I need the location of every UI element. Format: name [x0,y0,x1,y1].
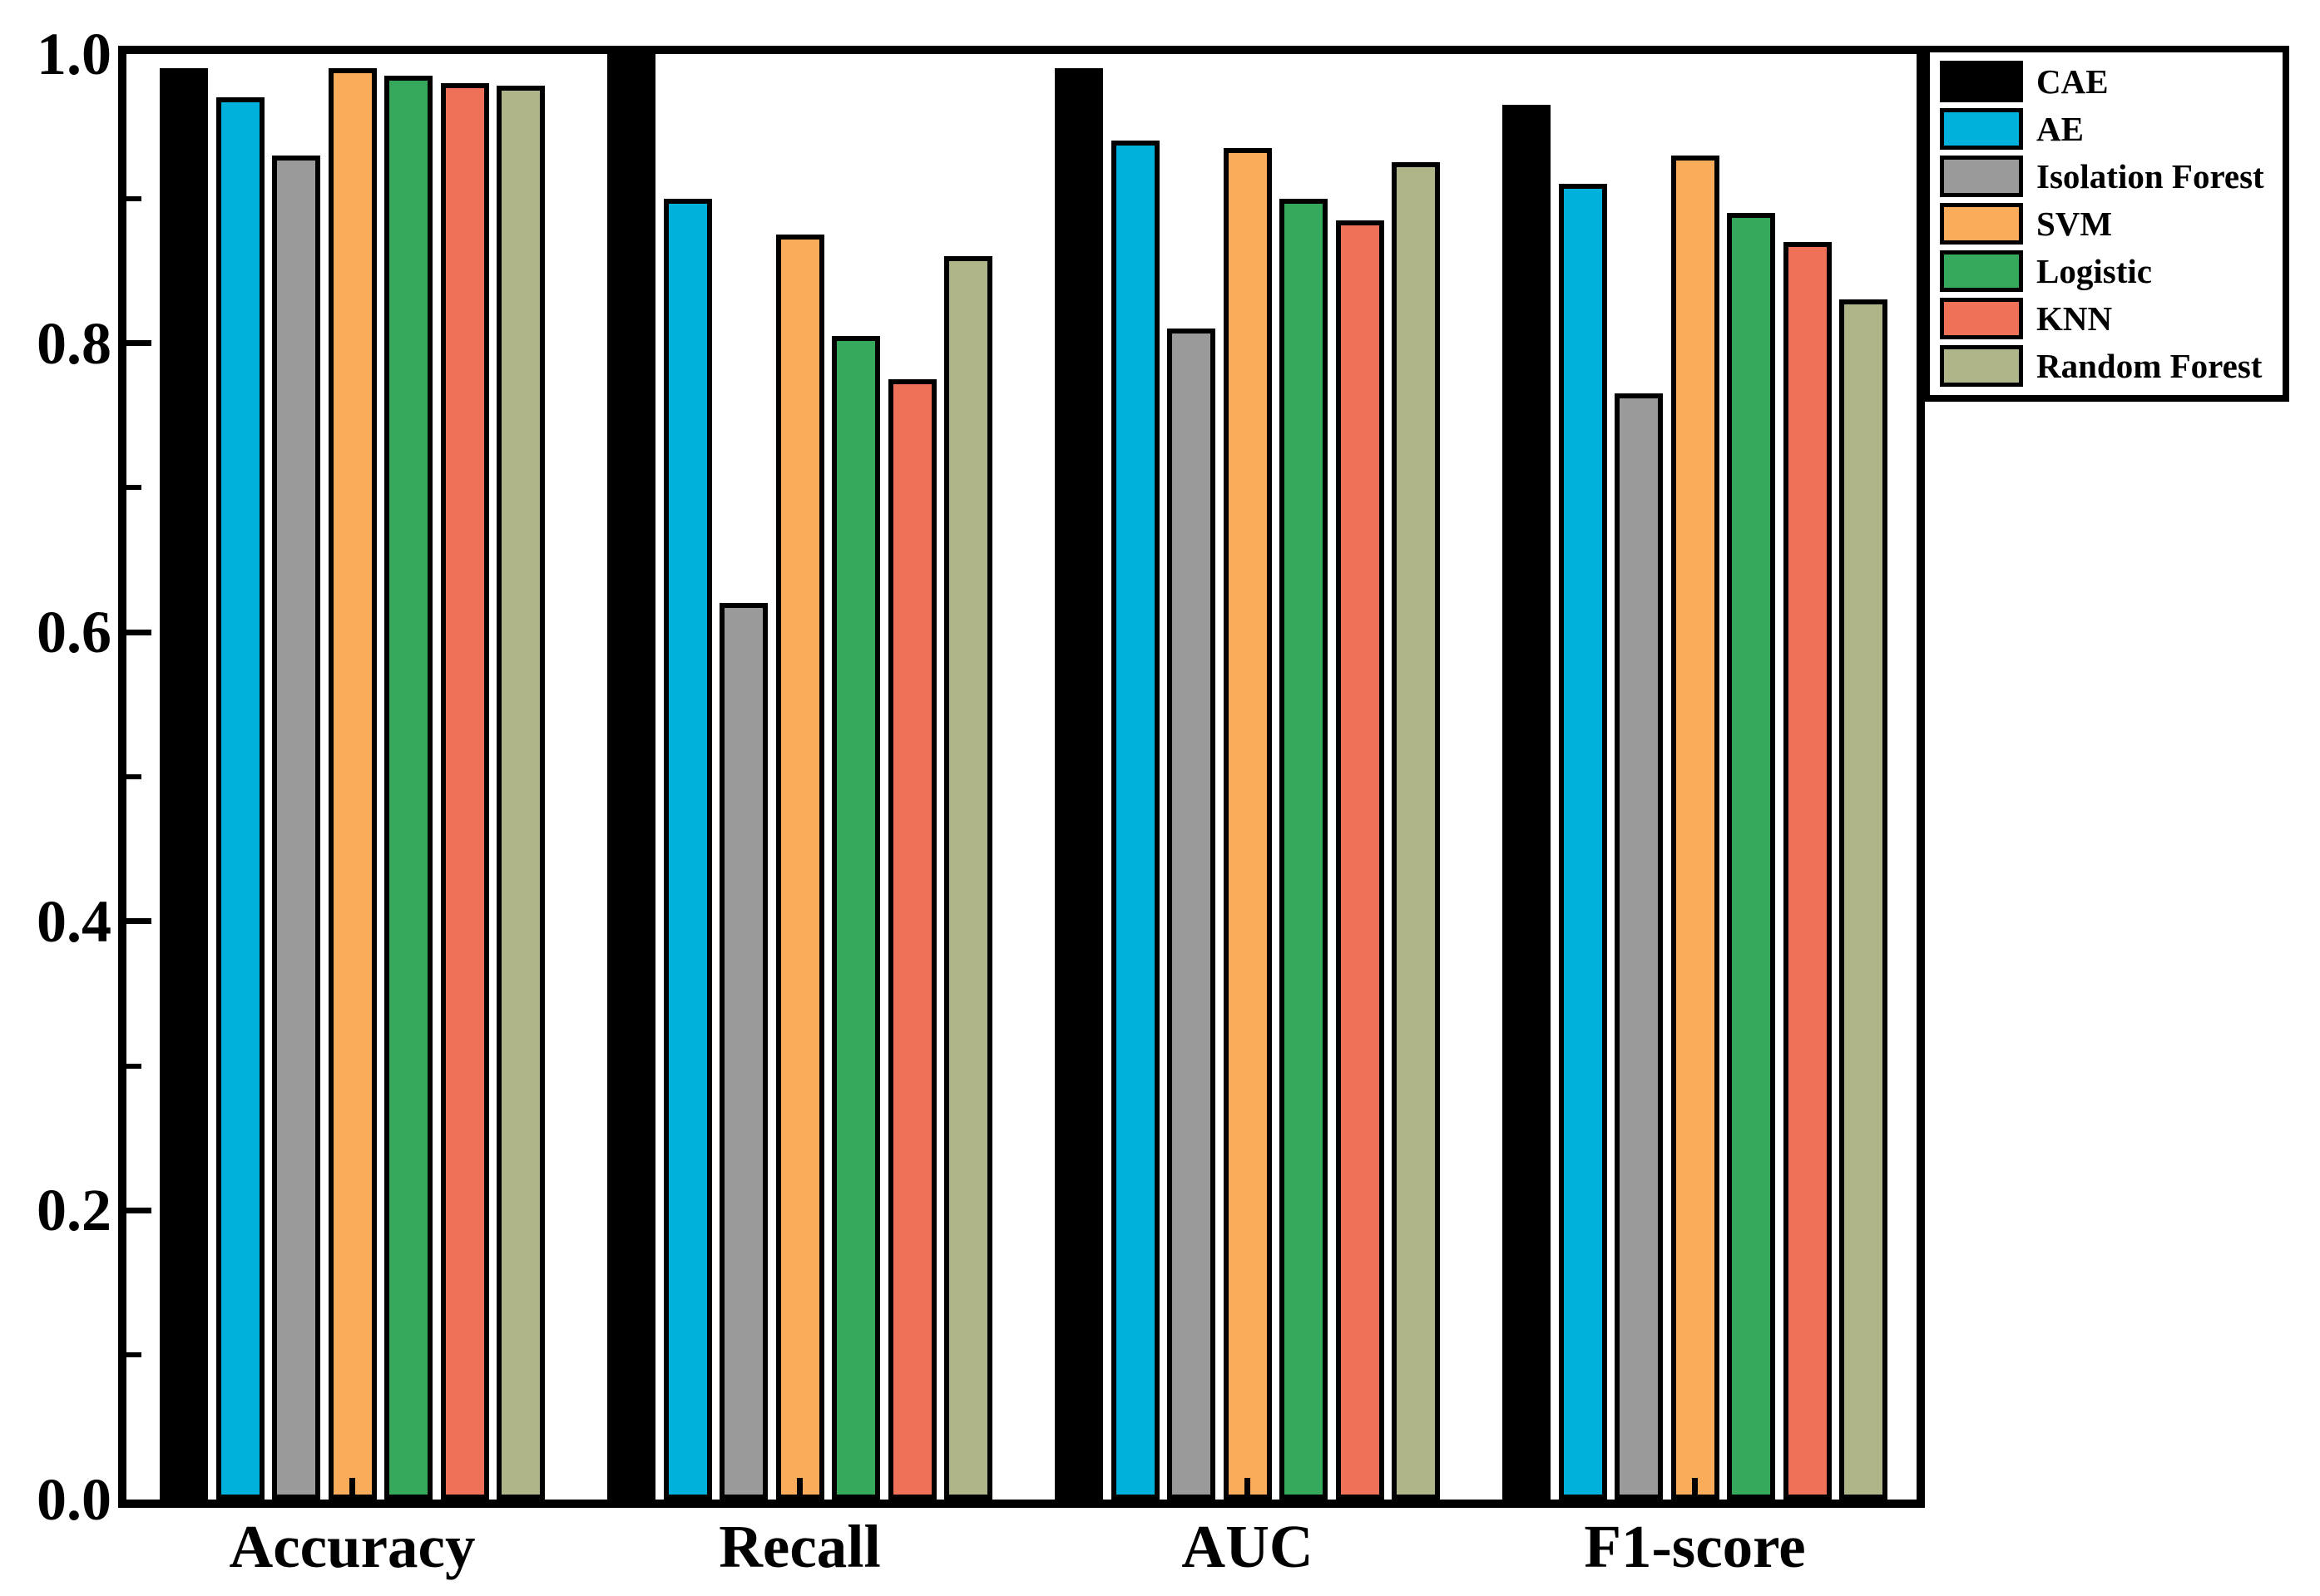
y-minor-tick-0.7 [126,485,141,491]
bar-isolation-forest-f1-score [1615,393,1663,1500]
bar-ae-auc [1111,141,1160,1500]
plot-area [118,46,1925,1508]
legend-item-isolation-forest: Isolation Forest [1940,156,2283,197]
bar-cae-auc [1055,68,1103,1500]
x-tick-recall [797,1478,803,1500]
bar-logistic-recall [832,336,880,1500]
legend-item-random-forest: Random Forest [1940,345,2283,387]
bar-svm-accuracy [328,68,377,1500]
y-minor-tick-0.9 [126,195,141,201]
legend-swatch-knn [1940,298,2023,339]
bar-knn-auc [1335,220,1384,1500]
y-minor-tick-0.3 [126,1063,141,1069]
legend-item-ae: AE [1940,108,2283,150]
bar-random-forest-accuracy [497,86,545,1500]
legend-item-knn: KNN [1940,298,2283,339]
bar-knn-f1-score [1783,242,1832,1500]
legend-label-cae: CAE [2036,62,2109,101]
y-axis-tick-label-1.0: 1.0 [37,21,111,87]
x-axis-category-label-f1-score: F1-score [1584,1513,1806,1580]
bar-ae-f1-score [1558,184,1607,1500]
bar-isolation-forest-recall [720,603,768,1500]
bar-ae-accuracy [215,97,265,1500]
legend-label-svm: SVM [2036,204,2113,243]
y-axis-tick-label-0.6: 0.6 [37,599,111,666]
bar-cae-accuracy [160,68,208,1500]
x-axis-category-label-recall: Recall [719,1513,881,1580]
y-major-tick-0.6 [126,629,151,635]
bar-logistic-accuracy [384,76,433,1500]
legend-item-svm: SVM [1940,203,2283,245]
bar-random-forest-recall [944,256,992,1500]
bar-logistic-f1-score [1727,213,1775,1500]
y-minor-tick-0.1 [126,1352,141,1358]
legend-label-random-forest: Random Forest [2036,346,2263,385]
legend-swatch-ae [1940,108,2023,150]
y-axis-tick-label-0.8: 0.8 [37,309,111,377]
bar-isolation-forest-accuracy [272,156,320,1500]
legend-label-logistic: Logistic [2036,251,2152,290]
y-axis-tick-label-0.2: 0.2 [37,1177,111,1244]
legend-swatch-random-forest [1940,345,2023,387]
x-axis-category-label-accuracy: Accuracy [229,1513,476,1580]
legend-item-logistic: Logistic [1940,250,2283,292]
bar-logistic-auc [1279,199,1328,1500]
x-tick-f1-score [1692,1478,1698,1500]
bar-random-forest-f1-score [1839,299,1887,1500]
legend-swatch-cae [1940,61,2023,102]
y-major-tick-0.4 [126,918,151,925]
bar-isolation-forest-auc [1167,329,1215,1500]
bar-svm-f1-score [1670,156,1719,1500]
bar-knn-recall [888,379,937,1500]
bar-svm-auc [1223,148,1272,1500]
y-minor-tick-0.5 [126,774,141,779]
x-axis-category-label-auc: AUC [1181,1513,1313,1580]
legend-swatch-logistic [1940,250,2023,292]
legend-label-isolation-forest: Isolation Forest [2036,156,2264,195]
legend-item-cae: CAE [1940,61,2283,102]
y-major-tick-0.8 [126,340,151,347]
y-major-tick-0.2 [126,1207,151,1213]
bar-svm-recall [775,235,824,1500]
x-tick-auc [1244,1478,1250,1500]
legend-label-knn: KNN [2036,299,2113,338]
legend-label-ae: AE [2036,109,2084,148]
bar-knn-accuracy [440,83,489,1500]
bar-cae-recall [607,54,655,1500]
y-axis-tick-label-0.4: 0.4 [37,887,111,955]
legend: CAE AE Isolation Forest SVM Logistic KNN Rando… [1923,46,2289,402]
bar-ae-recall [663,199,712,1500]
legend-swatch-isolation-forest [1940,156,2023,197]
legend-swatch-svm [1940,203,2023,245]
bar-cae-f1-score [1502,105,1551,1500]
y-axis-tick-label-0.0: 0.0 [37,1466,111,1533]
x-tick-accuracy [349,1478,355,1500]
bar-random-forest-auc [1392,162,1440,1500]
